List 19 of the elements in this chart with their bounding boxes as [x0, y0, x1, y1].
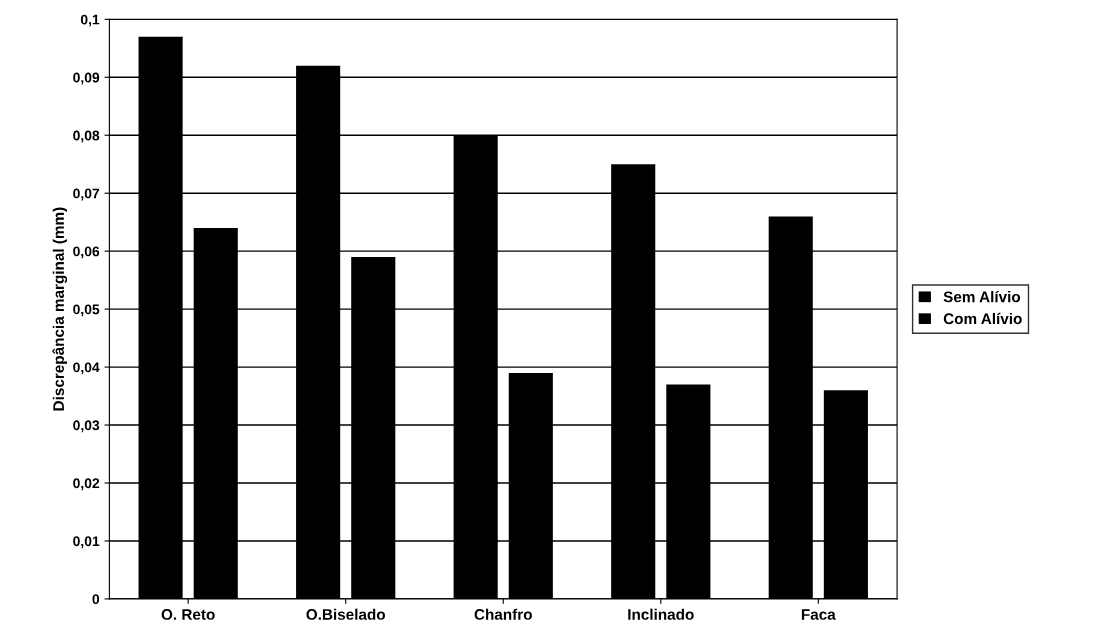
- x-tick-label: Faca: [801, 609, 836, 620]
- legend-label: Sem Alívio: [943, 290, 1021, 303]
- legend-label: Com Alívio: [943, 312, 1022, 325]
- x-tick-label: Chanfro: [474, 608, 532, 620]
- y-tick-label: 0,08: [73, 130, 100, 143]
- y-tick-label: 0: [92, 594, 100, 605]
- y-tick-label: 0,05: [73, 304, 100, 317]
- y-tick-label: 0,06: [73, 246, 100, 259]
- x-tick-label: O. Reto: [161, 609, 215, 620]
- y-tick-label: 0,09: [73, 72, 100, 85]
- x-tick-label: Inclinado: [628, 608, 694, 620]
- y-tick-label: 0,01: [73, 536, 100, 549]
- y-tick-label: 0,03: [73, 420, 100, 433]
- y-tick-label: 0,02: [73, 478, 100, 491]
- x-tick-label: O.Biselado: [306, 608, 386, 620]
- y-axis-title: Discrepância marginal (mm): [52, 207, 68, 411]
- y-tick-label: 0,07: [73, 188, 100, 201]
- y-tick-label: 0,1: [80, 14, 100, 27]
- y-tick-label: 0,04: [73, 362, 100, 375]
